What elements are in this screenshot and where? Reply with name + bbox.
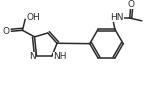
Text: N: N <box>29 52 36 61</box>
Text: O: O <box>2 27 9 36</box>
Text: NH: NH <box>53 52 66 61</box>
Text: HN: HN <box>110 13 123 22</box>
Text: O: O <box>127 0 134 9</box>
Text: OH: OH <box>26 13 40 22</box>
